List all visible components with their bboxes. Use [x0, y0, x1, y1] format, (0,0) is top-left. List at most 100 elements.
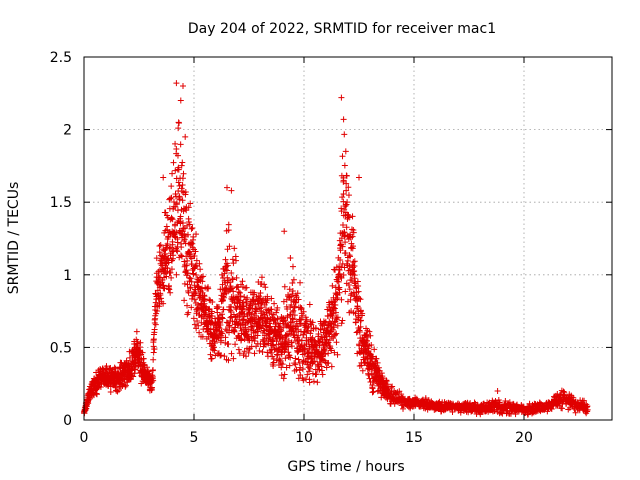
- data-point: [178, 244, 185, 251]
- data-point: [384, 381, 391, 388]
- data-point: [329, 282, 336, 289]
- data-point: [257, 295, 264, 302]
- data-point: [287, 254, 294, 261]
- data-point: [280, 324, 287, 331]
- data-point: [224, 262, 231, 269]
- data-point: [228, 303, 235, 310]
- data-point: [262, 284, 269, 291]
- data-point: [177, 97, 184, 104]
- data-point: [166, 245, 173, 252]
- data-point: [328, 333, 335, 340]
- data-point: [282, 346, 289, 353]
- data-point: [187, 200, 194, 207]
- data-point: [151, 345, 158, 352]
- data-point: [349, 233, 356, 240]
- data-point: [364, 334, 371, 341]
- data-point: [268, 349, 275, 356]
- data-point: [139, 349, 146, 356]
- data-point: [205, 285, 212, 292]
- data-point: [156, 249, 163, 256]
- data-point: [350, 229, 357, 236]
- data-point: [183, 222, 190, 229]
- data-point: [87, 395, 94, 402]
- data-point: [200, 296, 207, 303]
- data-point: [179, 182, 186, 189]
- data-point: [233, 306, 240, 313]
- data-point: [356, 174, 362, 181]
- data-point: [303, 329, 310, 336]
- y-tick-label: 0: [63, 413, 72, 429]
- data-point: [193, 231, 200, 238]
- data-point: [186, 274, 193, 281]
- data-point: [355, 288, 362, 295]
- data-point: [177, 141, 184, 148]
- data-point: [263, 299, 270, 306]
- data-point: [209, 313, 215, 320]
- data-point: [347, 292, 354, 299]
- data-point: [309, 319, 316, 326]
- data-point: [375, 364, 382, 371]
- data-point: [184, 270, 191, 277]
- data-point: [334, 351, 341, 358]
- data-point: [150, 336, 157, 343]
- data-point: [152, 321, 159, 328]
- data-point: [326, 337, 333, 344]
- data-point: [367, 332, 374, 339]
- data-point: [233, 257, 240, 264]
- data-point: [164, 255, 171, 262]
- data-point: [280, 375, 287, 382]
- data-point: [174, 152, 181, 159]
- data-point: [230, 260, 237, 267]
- data-point: [97, 384, 104, 391]
- data-point: [312, 325, 319, 332]
- data-point: [222, 326, 229, 333]
- data-point: [289, 316, 296, 323]
- data-point: [203, 311, 210, 318]
- data-point: [130, 373, 137, 380]
- data-point: [193, 257, 200, 264]
- data-point: [344, 211, 351, 218]
- data-point: [201, 295, 208, 302]
- data-point: [356, 295, 363, 302]
- data-point: [343, 224, 350, 231]
- data-point: [335, 285, 342, 292]
- data-point: [296, 320, 303, 327]
- data-point: [278, 364, 285, 371]
- data-point: [225, 357, 232, 364]
- data-point: [322, 351, 329, 358]
- data-point: [374, 359, 381, 366]
- data-point: [383, 377, 390, 384]
- data-point: [357, 307, 364, 314]
- data-point: [231, 328, 238, 335]
- data-point: [332, 331, 339, 338]
- data-point: [133, 328, 140, 335]
- data-point: [160, 282, 167, 289]
- data-point: [288, 343, 295, 350]
- data-point: [198, 273, 205, 280]
- data-point: [227, 279, 234, 286]
- data-point: [357, 296, 364, 303]
- data-point: [340, 116, 347, 123]
- y-tick-label: 2: [63, 123, 72, 139]
- data-point: [284, 306, 291, 313]
- data-point: [281, 228, 288, 235]
- data-point: [221, 353, 228, 360]
- data-point: [340, 198, 347, 205]
- data-point: [211, 347, 218, 354]
- data-point: [346, 252, 353, 259]
- data-point: [185, 309, 192, 316]
- data-point: [287, 354, 294, 361]
- data-point: [340, 272, 347, 279]
- data-point: [200, 273, 207, 280]
- data-point: [163, 273, 170, 280]
- data-point: [226, 243, 233, 250]
- data-point: [274, 304, 281, 311]
- data-point: [150, 377, 157, 384]
- data-point: [339, 194, 346, 201]
- plot-frame: [83, 56, 613, 421]
- data-point: [219, 315, 226, 322]
- data-point: [164, 256, 171, 263]
- data-point: [288, 319, 295, 326]
- data-point: [300, 377, 307, 384]
- data-point: [162, 209, 169, 216]
